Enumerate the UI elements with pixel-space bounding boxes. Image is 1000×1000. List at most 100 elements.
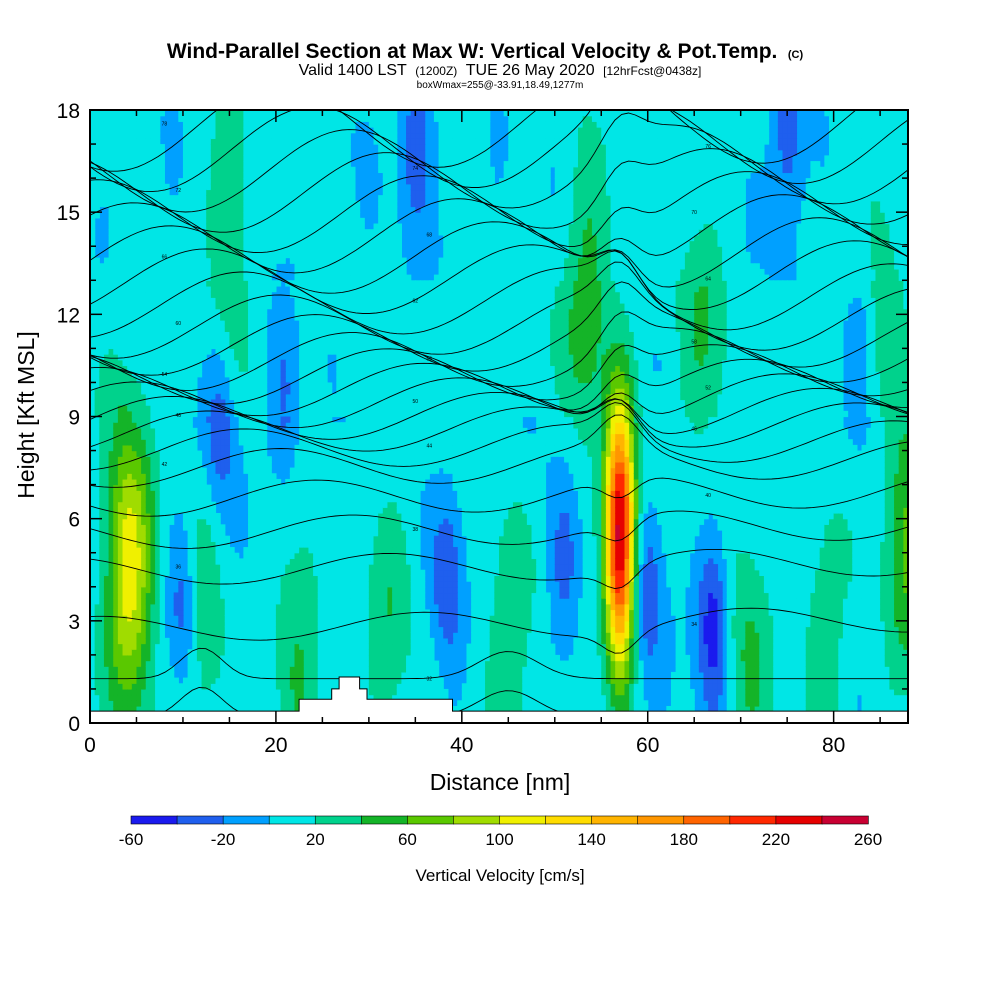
velocity-cell xyxy=(187,456,193,463)
velocity-cell xyxy=(220,325,226,332)
velocity-cell xyxy=(159,598,165,605)
velocity-cell xyxy=(90,643,96,650)
velocity-cell xyxy=(206,501,212,508)
velocity-cell xyxy=(327,620,333,628)
velocity-cell xyxy=(90,683,96,690)
velocity-cell xyxy=(248,127,254,134)
velocity-cell xyxy=(243,467,249,474)
velocity-cell xyxy=(187,274,193,281)
velocity-cell xyxy=(224,251,231,259)
velocity-cell xyxy=(136,666,142,673)
velocity-cell xyxy=(224,552,231,559)
velocity-cell xyxy=(224,461,231,469)
velocity-cell xyxy=(182,223,189,230)
velocity-cell xyxy=(127,569,133,577)
velocity-cell xyxy=(238,297,244,304)
velocity-cell xyxy=(187,223,193,230)
velocity-cell xyxy=(173,217,179,225)
velocity-cell xyxy=(327,223,333,230)
velocity-cell xyxy=(229,354,235,361)
velocity-cell xyxy=(192,280,198,287)
velocity-cell xyxy=(248,439,254,446)
velocity-cell xyxy=(155,371,161,378)
velocity-cell xyxy=(99,683,105,690)
velocity-cell xyxy=(261,297,268,304)
velocity-cell xyxy=(271,110,277,117)
velocity-cell xyxy=(275,132,282,139)
velocity-cell xyxy=(317,507,323,514)
velocity-cell xyxy=(122,399,128,406)
velocity-cell xyxy=(299,263,305,270)
velocity-cell xyxy=(169,700,175,707)
velocity-cell xyxy=(299,376,305,384)
velocity-cell xyxy=(294,603,300,611)
velocity-cell xyxy=(103,524,110,531)
velocity-cell xyxy=(94,371,100,378)
velocity-cell xyxy=(229,677,235,684)
velocity-cell xyxy=(252,251,258,259)
velocity-cell xyxy=(131,138,138,145)
velocity-cell xyxy=(317,660,323,667)
velocity-cell xyxy=(308,342,314,349)
velocity-cell xyxy=(141,620,147,628)
velocity-cell xyxy=(271,206,277,213)
velocity-cell xyxy=(169,405,175,412)
velocity-cell xyxy=(243,603,249,611)
velocity-cell xyxy=(271,280,277,287)
velocity-cell xyxy=(117,637,124,645)
velocity-cell xyxy=(313,473,319,480)
velocity-cell xyxy=(308,274,314,281)
velocity-cell xyxy=(141,110,147,117)
velocity-cell xyxy=(294,507,300,514)
velocity-cell xyxy=(224,314,231,321)
velocity-cell xyxy=(155,450,161,457)
velocity-cell xyxy=(155,524,161,531)
velocity-cell xyxy=(294,490,300,497)
velocity-cell xyxy=(266,110,272,117)
velocity-cell xyxy=(299,558,305,565)
velocity-cell xyxy=(90,240,96,247)
velocity-cell xyxy=(192,564,198,571)
velocity-cell xyxy=(90,688,96,696)
velocity-cell xyxy=(201,217,207,225)
velocity-cell xyxy=(252,161,258,168)
velocity-cell xyxy=(155,200,161,208)
velocity-cell xyxy=(182,183,189,191)
velocity-cell xyxy=(252,512,258,520)
velocity-cell xyxy=(117,518,124,525)
velocity-cell xyxy=(220,149,226,157)
velocity-cell xyxy=(155,461,161,469)
velocity-cell xyxy=(303,490,310,497)
velocity-cell xyxy=(164,552,170,559)
velocity-cell xyxy=(136,427,142,435)
velocity-cell xyxy=(108,569,114,577)
velocity-cell xyxy=(99,416,105,423)
velocity-cell xyxy=(299,552,305,559)
velocity-cell xyxy=(169,376,175,384)
velocity-cell xyxy=(275,110,282,117)
velocity-cell xyxy=(257,405,263,412)
velocity-cell xyxy=(280,530,286,537)
velocity-cell xyxy=(108,268,114,276)
velocity-cell xyxy=(99,302,105,310)
velocity-cell xyxy=(252,575,258,582)
velocity-cell xyxy=(308,172,314,179)
velocity-cell xyxy=(127,478,133,486)
velocity-cell xyxy=(229,615,235,622)
velocity-cell xyxy=(136,393,142,401)
velocity-cell xyxy=(299,178,305,185)
velocity-cell xyxy=(192,178,198,185)
velocity-cell xyxy=(215,337,221,344)
velocity-cell xyxy=(257,206,263,213)
velocity-cell xyxy=(164,666,170,673)
velocity-cell xyxy=(169,302,175,310)
velocity-cell xyxy=(182,456,189,463)
velocity-cell xyxy=(215,660,221,667)
velocity-cell xyxy=(224,569,231,577)
velocity-cell xyxy=(257,200,263,208)
velocity-cell xyxy=(275,212,282,219)
velocity-cell xyxy=(196,189,203,196)
velocity-cell xyxy=(317,677,323,684)
velocity-cell xyxy=(303,206,310,213)
velocity-cell xyxy=(150,609,156,616)
